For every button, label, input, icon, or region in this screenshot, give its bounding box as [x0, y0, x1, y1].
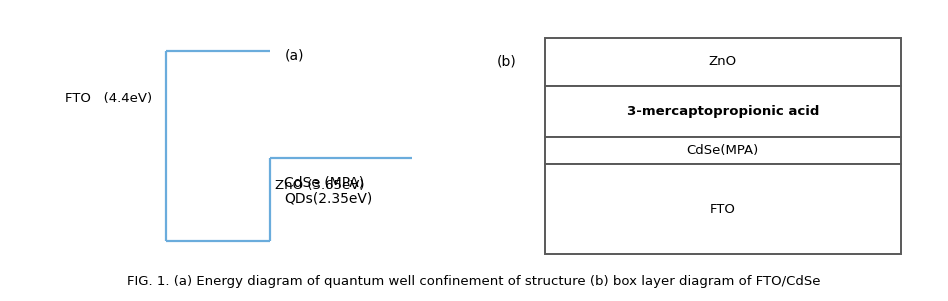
- Bar: [545, 164, 901, 254]
- Text: FTO: FTO: [710, 203, 736, 216]
- Text: FTO   (4.4eV): FTO (4.4eV): [64, 92, 152, 105]
- Text: (b): (b): [497, 55, 517, 69]
- Text: 3-mercaptopropionic acid: 3-mercaptopropionic acid: [627, 105, 819, 118]
- Text: (a): (a): [284, 48, 304, 62]
- Text: CdSe(MPA): CdSe(MPA): [686, 144, 759, 157]
- Bar: [545, 86, 901, 137]
- Text: FIG. 1. (a) Energy diagram of quantum well confinement of structure (b) box laye: FIG. 1. (a) Energy diagram of quantum we…: [127, 275, 821, 288]
- Text: ZnO (3.65eV): ZnO (3.65eV): [275, 179, 364, 192]
- Text: CdSe (MPA)
QDs(2.35eV): CdSe (MPA) QDs(2.35eV): [284, 175, 373, 206]
- Bar: [545, 137, 901, 164]
- Bar: [545, 38, 901, 86]
- Text: ZnO: ZnO: [709, 55, 737, 68]
